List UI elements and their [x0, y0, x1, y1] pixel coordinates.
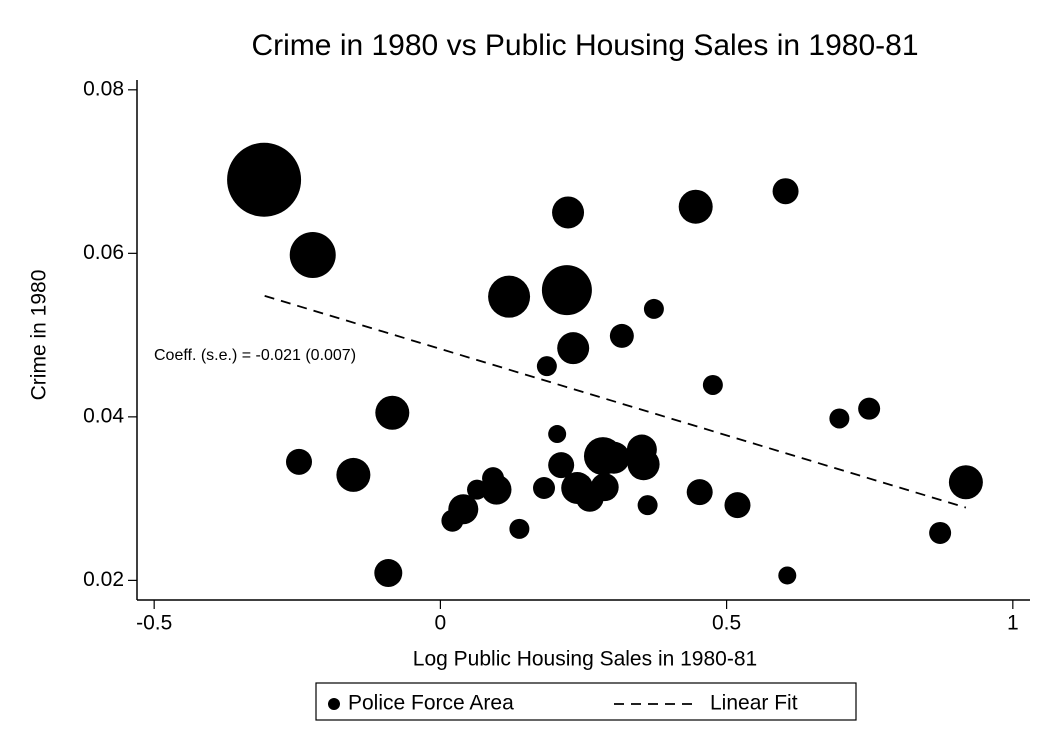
fit-line	[264, 294, 967, 509]
bubble	[441, 509, 464, 532]
x-tick-label: 1	[1007, 612, 1019, 635]
bubble	[686, 479, 713, 506]
x-tick-label: -0.5	[136, 612, 172, 635]
bubble	[552, 196, 585, 229]
bubble	[285, 448, 312, 475]
bubble	[374, 559, 403, 588]
bubble	[548, 452, 575, 479]
bubble	[590, 473, 619, 502]
bubble	[829, 408, 850, 429]
bubble	[375, 395, 410, 430]
bubble	[227, 142, 302, 217]
bubble	[772, 178, 799, 205]
bubble	[929, 521, 952, 544]
bubble	[557, 332, 590, 365]
bubble	[336, 457, 371, 492]
x-tick-label: 0	[435, 612, 447, 635]
bubble	[541, 265, 592, 316]
bubble	[488, 275, 531, 318]
legend-label: Linear Fit	[710, 692, 798, 715]
bubble	[948, 465, 983, 500]
bubble	[533, 476, 556, 499]
bubble	[643, 298, 664, 319]
bubble	[467, 479, 488, 500]
legend	[315, 682, 857, 721]
bubble	[778, 566, 797, 585]
bubble	[536, 356, 557, 377]
annotation: Coeff. (s.e.) = -0.021 (0.007)	[154, 347, 356, 364]
legend-marker	[328, 698, 340, 710]
bubble	[678, 189, 713, 224]
bubble	[702, 374, 723, 395]
chart-title: Crime in 1980 vs Public Housing Sales in…	[251, 29, 918, 62]
bubble	[548, 425, 567, 444]
bubble	[597, 441, 630, 474]
y-axis-label: Crime in 1980	[28, 270, 51, 401]
bubble	[637, 495, 658, 516]
x-axis-label: Log Public Housing Sales in 1980-81	[413, 648, 757, 671]
bubble	[609, 323, 634, 348]
x-tick-label: 0.5	[712, 612, 741, 635]
legend-label: Police Force Area	[348, 692, 514, 715]
y-tick-label: 0.08	[83, 77, 124, 100]
y-tick-label: 0.06	[83, 241, 124, 264]
bubble	[626, 434, 657, 465]
bubble	[289, 231, 336, 278]
bubble	[858, 397, 881, 420]
bubble	[724, 492, 751, 519]
bubble	[482, 467, 505, 490]
y-tick-label: 0.02	[83, 568, 124, 591]
y-tick-label: 0.04	[83, 404, 124, 427]
bubble	[509, 518, 530, 539]
